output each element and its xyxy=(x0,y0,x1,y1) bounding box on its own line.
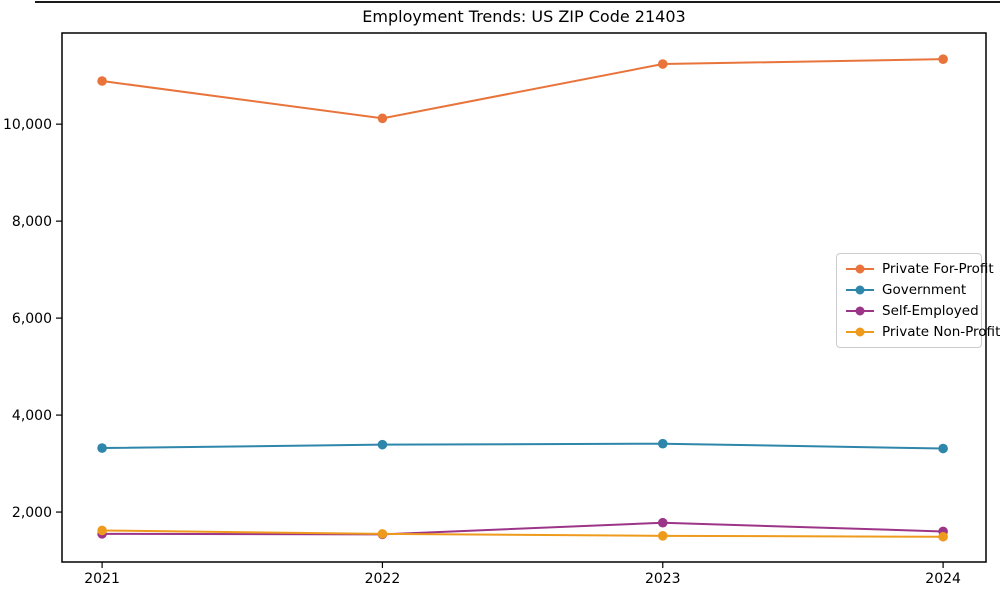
data-point-government-2022 xyxy=(377,439,388,450)
legend-marker-private-non-profit xyxy=(846,327,874,337)
y-tick-label: 10,000 xyxy=(3,117,52,133)
data-point-self-employed-2023 xyxy=(657,517,668,528)
data-point-private-non-profit-2023 xyxy=(657,531,668,541)
legend-item-government: Government xyxy=(845,282,973,298)
legend-marker-private-for-profit xyxy=(846,264,874,274)
series-line-private-for-profit xyxy=(101,58,944,120)
data-point-private-for-profit-2024 xyxy=(938,54,948,64)
legend: Private For-Profit Government Self-Employe… xyxy=(836,253,1000,348)
y-tick-label: 4,000 xyxy=(12,408,52,424)
legend-label-private-non-profit: Private Non-Profit xyxy=(882,324,1000,341)
x-tick-label: 2022 xyxy=(365,571,401,587)
data-point-private-non-profit-2024 xyxy=(938,531,948,542)
legend-marker-government xyxy=(846,285,874,295)
legend-item-self-employed: Self-Employed xyxy=(845,303,979,319)
legend-marker-self-employed xyxy=(846,306,874,316)
data-point-private-for-profit-2023 xyxy=(657,59,668,69)
axes-spines xyxy=(61,32,987,563)
data-point-government-2023 xyxy=(657,438,668,449)
series-line-private-non-profit xyxy=(102,529,944,538)
legend-label-government: Government xyxy=(882,281,967,298)
y-tick-label: 8,000 xyxy=(12,214,52,230)
legend-label-private-for-profit: Private For-Profit xyxy=(882,260,994,277)
data-point-private-for-profit-2021 xyxy=(97,76,107,86)
window-top-edge xyxy=(35,1,1000,3)
data-point-government-2021 xyxy=(97,443,107,453)
x-tick-label: 2023 xyxy=(645,571,681,587)
series-line-self-employed xyxy=(102,521,944,536)
legend-item-private-non-profit: Private Non-Profit xyxy=(845,324,1000,340)
data-point-private-for-profit-2022 xyxy=(377,113,388,124)
y-tick-label: 2,000 xyxy=(12,505,52,521)
data-point-private-non-profit-2021 xyxy=(97,525,107,536)
data-point-government-2024 xyxy=(938,443,948,454)
series-line-government xyxy=(102,442,944,450)
legend-item-private-for-profit: Private For-Profit xyxy=(845,261,994,277)
x-tick-label: 2021 xyxy=(84,571,120,587)
chart-title: Employment Trends: US ZIP Code 21403 xyxy=(362,7,686,26)
data-point-private-non-profit-2022 xyxy=(377,529,388,539)
x-tick-label: 2024 xyxy=(925,571,961,587)
legend-label-self-employed: Self-Employed xyxy=(882,303,979,320)
y-tick-label: 6,000 xyxy=(12,311,52,327)
